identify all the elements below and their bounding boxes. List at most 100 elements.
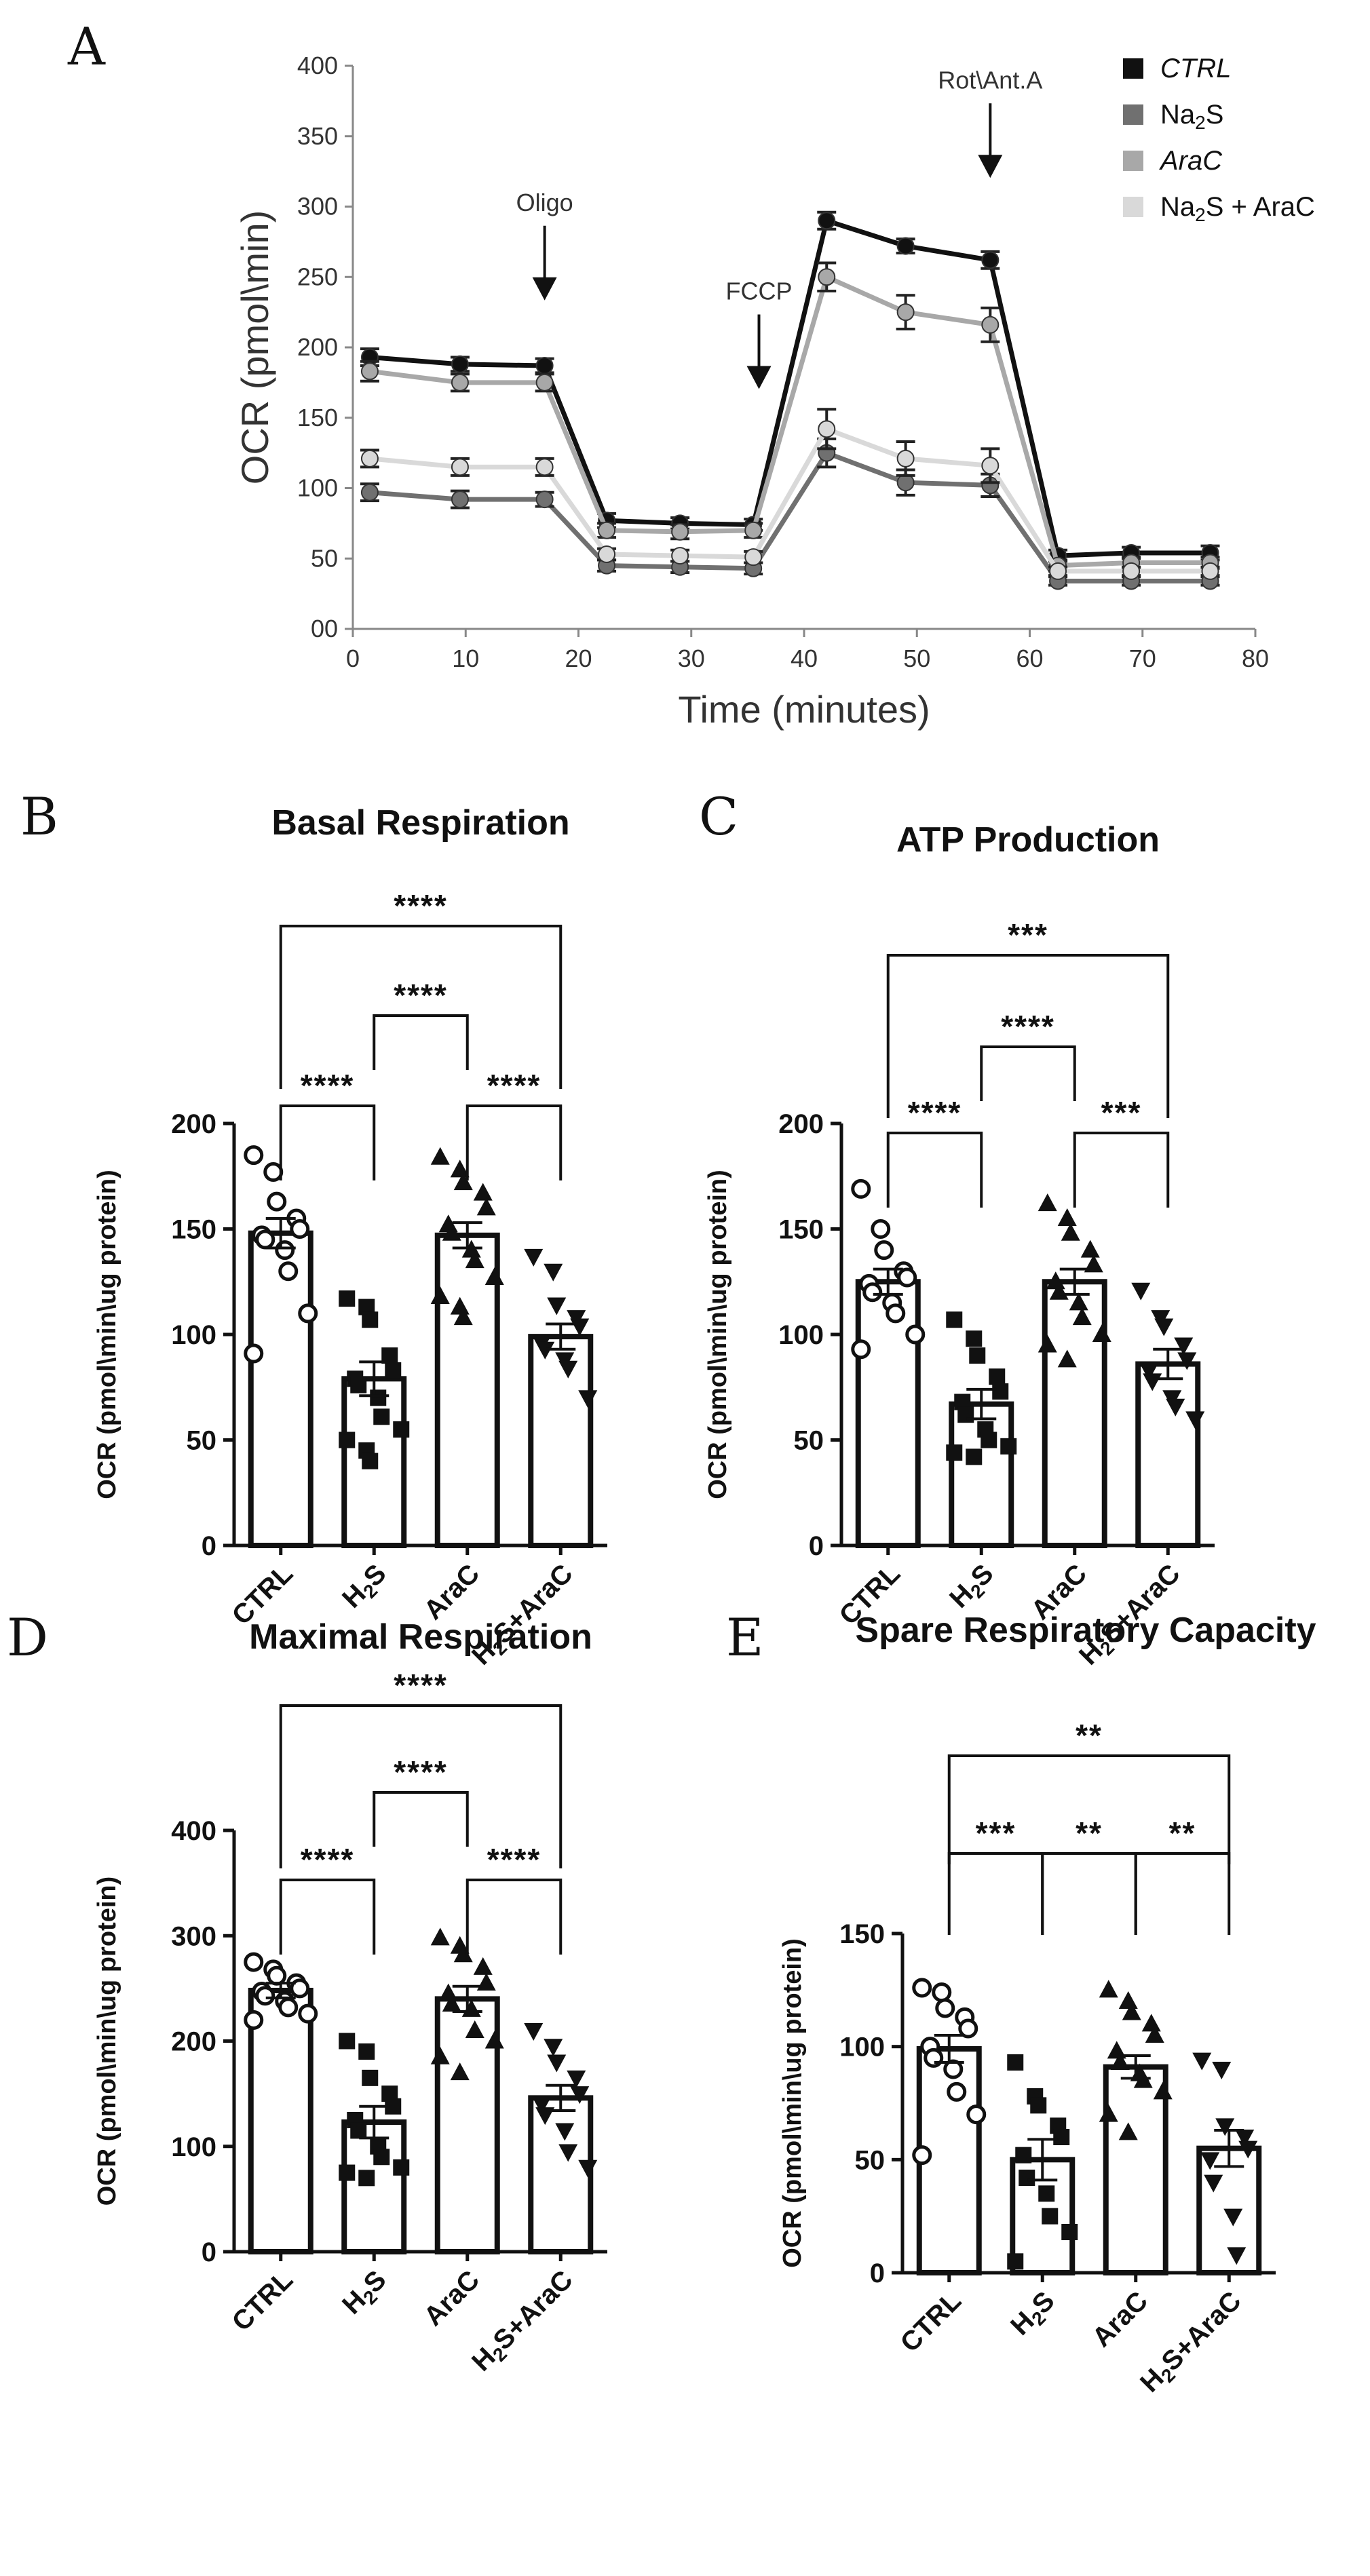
c-y-tick-label: 150 [778,1215,824,1245]
d-point-triangle-down [567,2070,586,2088]
a-y-tick-label: 200 [297,333,338,361]
e-point-circle [947,2081,967,2102]
a-x-tick-label: 20 [565,645,592,672]
d-point-circle [298,2003,318,2024]
d-point-triangle-down [578,2159,598,2178]
e-point-triangle [1145,2025,1164,2043]
d-point-triangle-down [547,2054,567,2073]
a-data-point [360,362,379,381]
panel-letter-c: C [699,786,738,847]
b-point-triangle [450,1159,470,1178]
a-data-point [818,268,836,286]
a-data-point [818,212,836,230]
a-legend-swatch [1123,151,1143,171]
a-data-point [451,373,469,391]
a-data-point [896,449,915,467]
e-significance-label: ** [1076,1815,1103,1851]
a-data-point [360,483,379,501]
b-point-triangle-down [524,1248,544,1267]
a-data-point [671,547,689,565]
a-data-point [451,458,469,476]
a-y-tick-label: 300 [297,193,338,220]
a-y-tick-label: 250 [297,263,338,290]
a-annotation-label: FCCP [726,277,793,305]
b-point-triangle [453,1307,473,1326]
e-significance-bracket [1134,1852,1231,1935]
b-y-tick-label: 0 [202,1531,216,1561]
e-point-square [1038,2185,1055,2202]
c-point-triangle-down [1166,1398,1185,1417]
b-point-circle [255,1229,275,1250]
c-y-tick-label: 50 [794,1426,824,1456]
b-point-triangle-down [558,1360,578,1379]
c-point-square [966,1330,983,1347]
a-legend-swatch [1123,197,1143,217]
a-y-tick-label: 150 [297,404,338,431]
c-point-square [992,1383,1009,1400]
a-y-tick-label: 00 [311,615,338,642]
a-data-point [818,420,836,438]
c-y-tick-label: 100 [778,1320,824,1350]
b-point-triangle [476,1197,496,1216]
a-legend-label: Na2S [1160,100,1223,133]
b-point-circle [263,1162,284,1183]
b-point-triangle [484,1267,504,1286]
c-point-square [966,1448,983,1465]
panel-letter-b: B [20,786,58,847]
a-data-point [535,491,554,509]
c-point-triangle-down [1177,1352,1197,1370]
e-point-triangle [1153,2081,1173,2100]
a-x-tick-label: 30 [678,645,705,672]
c-point-triangle [1080,1239,1100,1258]
e-chart-title: Spare Respiratory Capacity [855,1611,1316,1650]
c-point-circle [851,1339,871,1360]
a-legend-label: Na2S + AraC [1160,192,1315,225]
d-significance-bracket [279,1704,563,1868]
b-point-triangle [473,1183,493,1201]
b-point-square [339,1290,356,1307]
e-point-triangle [1099,1980,1118,1998]
a-data-point [535,373,554,391]
a-annotation-arrowhead [746,366,772,389]
e-point-triangle [1099,2104,1118,2122]
e-y-tick-label: 100 [839,2033,885,2062]
c-significance-bracket [980,1045,1076,1101]
e-significance-label: *** [976,1815,1016,1851]
a-y-tick-label: 400 [297,52,338,79]
c-point-triangle [1061,1223,1080,1241]
b-y-tick-label: 200 [171,1109,216,1139]
c-point-square [957,1406,974,1423]
c-point-circle [874,1240,894,1261]
c-point-triangle [1057,1349,1077,1368]
b-significance-bracket [279,925,563,1089]
d-point-square [373,2149,390,2166]
d-point-triangle-down [524,2022,544,2041]
b-point-square [339,1431,356,1448]
e-point-triangle [1107,2041,1126,2059]
a-y-tick-label: 100 [297,474,338,502]
a-x-tick-label: 40 [791,645,818,672]
b-point-square [385,1362,402,1379]
e-point-square [1015,2147,1032,2164]
a-x-tick-label: 10 [452,645,479,672]
d-chart-title: Maximal Respiration [249,1617,592,1657]
e-point-triangle-down [1223,2208,1243,2227]
d-significance-bracket [373,1791,469,1847]
a-data-point [535,356,554,374]
d-point-square [339,2033,356,2050]
a-x-tick-label: 50 [903,645,930,672]
d-point-square [362,2069,379,2086]
c-point-triangle [1072,1307,1092,1326]
a-data-point [451,355,469,373]
d-significance-label: **** [394,1668,448,1703]
d-point-circle [267,1965,287,1986]
a-data-point [896,303,915,322]
b-point-triangle-down [547,1297,567,1315]
e-point-circle [912,2145,932,2166]
b-point-circle [267,1191,287,1212]
e-y-tick-label: 0 [870,2258,885,2288]
e-point-triangle-down [1192,2052,1212,2071]
